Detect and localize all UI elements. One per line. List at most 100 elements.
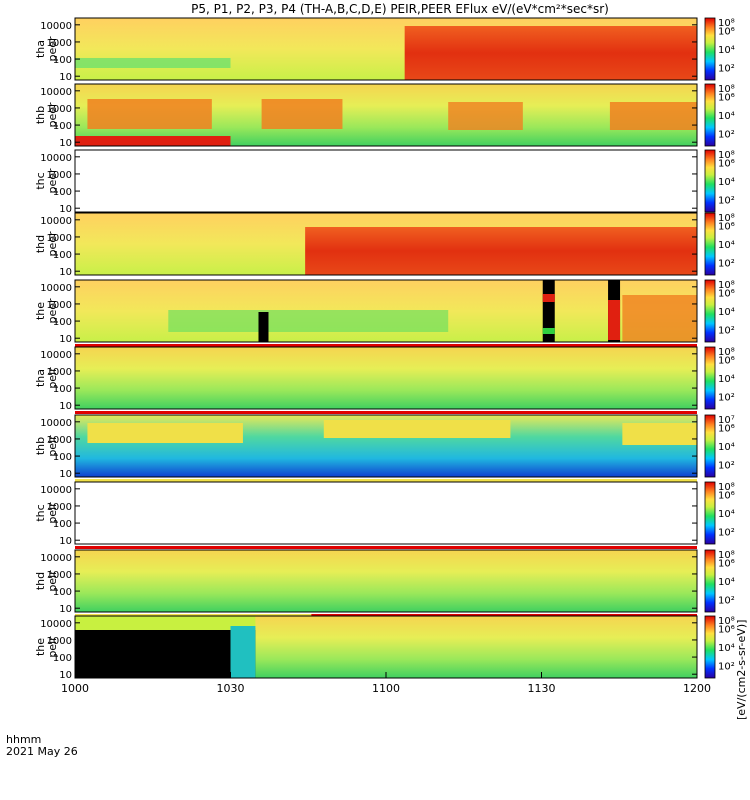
- status-bar: [75, 546, 697, 549]
- panel-feature: [75, 628, 256, 678]
- colorbar-tick-label: 10²: [718, 461, 735, 472]
- colorbar-tick-label: 10⁴: [718, 240, 735, 251]
- y-tick-label: 1000: [47, 367, 72, 378]
- colorbar-tick-label: 10²: [718, 130, 735, 141]
- panel-feature: [609, 102, 697, 130]
- panel-feature: [75, 58, 231, 68]
- colorbar: [704, 346, 716, 410]
- y-tick-label: 10: [59, 604, 72, 615]
- colorbar-tick-label: 10⁷: [718, 415, 735, 426]
- x-axis-label-date: 2021 May 26: [6, 745, 78, 758]
- y-tick-label: 10000: [40, 153, 72, 164]
- panel-frame: [74, 279, 698, 343]
- colorbar-tick-label: 10²: [718, 326, 735, 337]
- panel-image: [75, 550, 697, 612]
- colorbar-tick-label: 10⁴: [718, 442, 735, 453]
- y-tick-label: 100: [53, 519, 72, 530]
- colorbar-tick-label: 10²: [718, 259, 735, 270]
- y-tick-label: 10000: [40, 87, 72, 98]
- panel-image: [75, 347, 697, 409]
- y-tick-label: 10: [59, 536, 72, 547]
- panel-feature: [404, 26, 697, 80]
- colorbar-tick-label: 10²: [718, 662, 735, 673]
- y-tick-label: 1000: [47, 435, 72, 446]
- colorbar: [704, 414, 716, 478]
- colorbar-units-label: [eV/(cm2-s-sr-eV)]: [735, 620, 748, 720]
- y-tick-label: 10: [59, 267, 72, 278]
- panel-label: thepeir: [34, 636, 59, 658]
- colorbar-tick-label: 10⁶: [718, 288, 735, 299]
- y-tick-label: 10000: [40, 283, 72, 294]
- x-axis-label-hhmm: hhmm: [6, 733, 41, 746]
- y-tick-label: 10: [59, 670, 72, 681]
- status-bar: [75, 344, 697, 347]
- panel-feature: [542, 328, 555, 334]
- panel-feature: [622, 423, 697, 445]
- panel-frame: [74, 414, 698, 478]
- colorbar-tick-label: 10²: [718, 196, 735, 207]
- colorbar-tick-label: 10⁴: [718, 307, 735, 318]
- colorbar-tick-label: 10²: [718, 528, 735, 539]
- y-tick-label: 1000: [47, 502, 72, 513]
- y-tick-label: 1000: [47, 104, 72, 115]
- colorbar-tick-label: 10⁶: [718, 158, 735, 169]
- colorbar-tick-label: 10⁸: [718, 213, 735, 224]
- panel-label: thcpeir: [34, 502, 59, 524]
- panel-feature: [258, 312, 269, 342]
- colorbar: [704, 615, 716, 679]
- panel-feature: [168, 310, 449, 332]
- colorbar-tick-label: 10⁸: [718, 150, 735, 161]
- colorbar-tick-label: 10⁶: [718, 355, 735, 366]
- x-tick-label: 1130: [528, 682, 556, 695]
- y-tick-label: 1000: [47, 636, 72, 647]
- y-tick-label: 100: [53, 317, 72, 328]
- colorbar-tick-label: 10⁸: [718, 18, 735, 29]
- colorbar: [704, 149, 716, 213]
- colorbar-tick-label: 10⁴: [718, 643, 735, 654]
- y-tick-label: 100: [53, 187, 72, 198]
- y-tick-label: 10000: [40, 553, 72, 564]
- colorbar-tick-label: 10⁸: [718, 482, 735, 493]
- panel-feature: [622, 295, 697, 342]
- panel-feature: [230, 626, 256, 678]
- colorbar-tick-label: 10⁴: [718, 45, 735, 56]
- colorbar-tick-label: 10⁶: [718, 423, 735, 434]
- panel-label: thbpeir: [34, 435, 59, 457]
- panel-label: thdpeir: [34, 570, 59, 592]
- panel-feature: [323, 420, 511, 438]
- colorbar-tick-label: 10⁴: [718, 577, 735, 588]
- y-tick-label: 100: [53, 250, 72, 261]
- status-bar: [75, 479, 697, 482]
- y-tick-label: 10: [59, 138, 72, 149]
- panel-image: [75, 482, 697, 544]
- y-tick-label: 1000: [47, 38, 72, 49]
- colorbar-tick-label: 10⁸: [718, 280, 735, 291]
- x-tick-label: 1100: [372, 682, 400, 695]
- panel-feature: [608, 300, 621, 340]
- y-tick-label: 10: [59, 401, 72, 412]
- colorbar: [704, 212, 716, 276]
- y-tick-label: 10000: [40, 216, 72, 227]
- panel-frame: [74, 149, 698, 213]
- panel-label: thepeer: [34, 298, 59, 324]
- y-tick-label: 10000: [40, 21, 72, 32]
- panel-image: [75, 150, 697, 212]
- figure-title: P5, P1, P2, P3, P4 (TH-A,B,C,D,E) PEIR,P…: [191, 2, 609, 16]
- panel-feature: [261, 99, 343, 129]
- panel-frame: [74, 212, 698, 276]
- colorbar: [704, 17, 716, 81]
- colorbar-tick-label: 10²: [718, 596, 735, 607]
- y-tick-label: 100: [53, 384, 72, 395]
- colorbar-tick-label: 10⁸: [718, 347, 735, 358]
- y-tick-label: 1000: [47, 570, 72, 581]
- y-tick-label: 1000: [47, 170, 72, 181]
- panel-feature: [305, 227, 697, 275]
- x-tick-label: 1200: [683, 682, 711, 695]
- panel-feature: [75, 136, 231, 146]
- colorbar-tick-label: 10²: [718, 64, 735, 75]
